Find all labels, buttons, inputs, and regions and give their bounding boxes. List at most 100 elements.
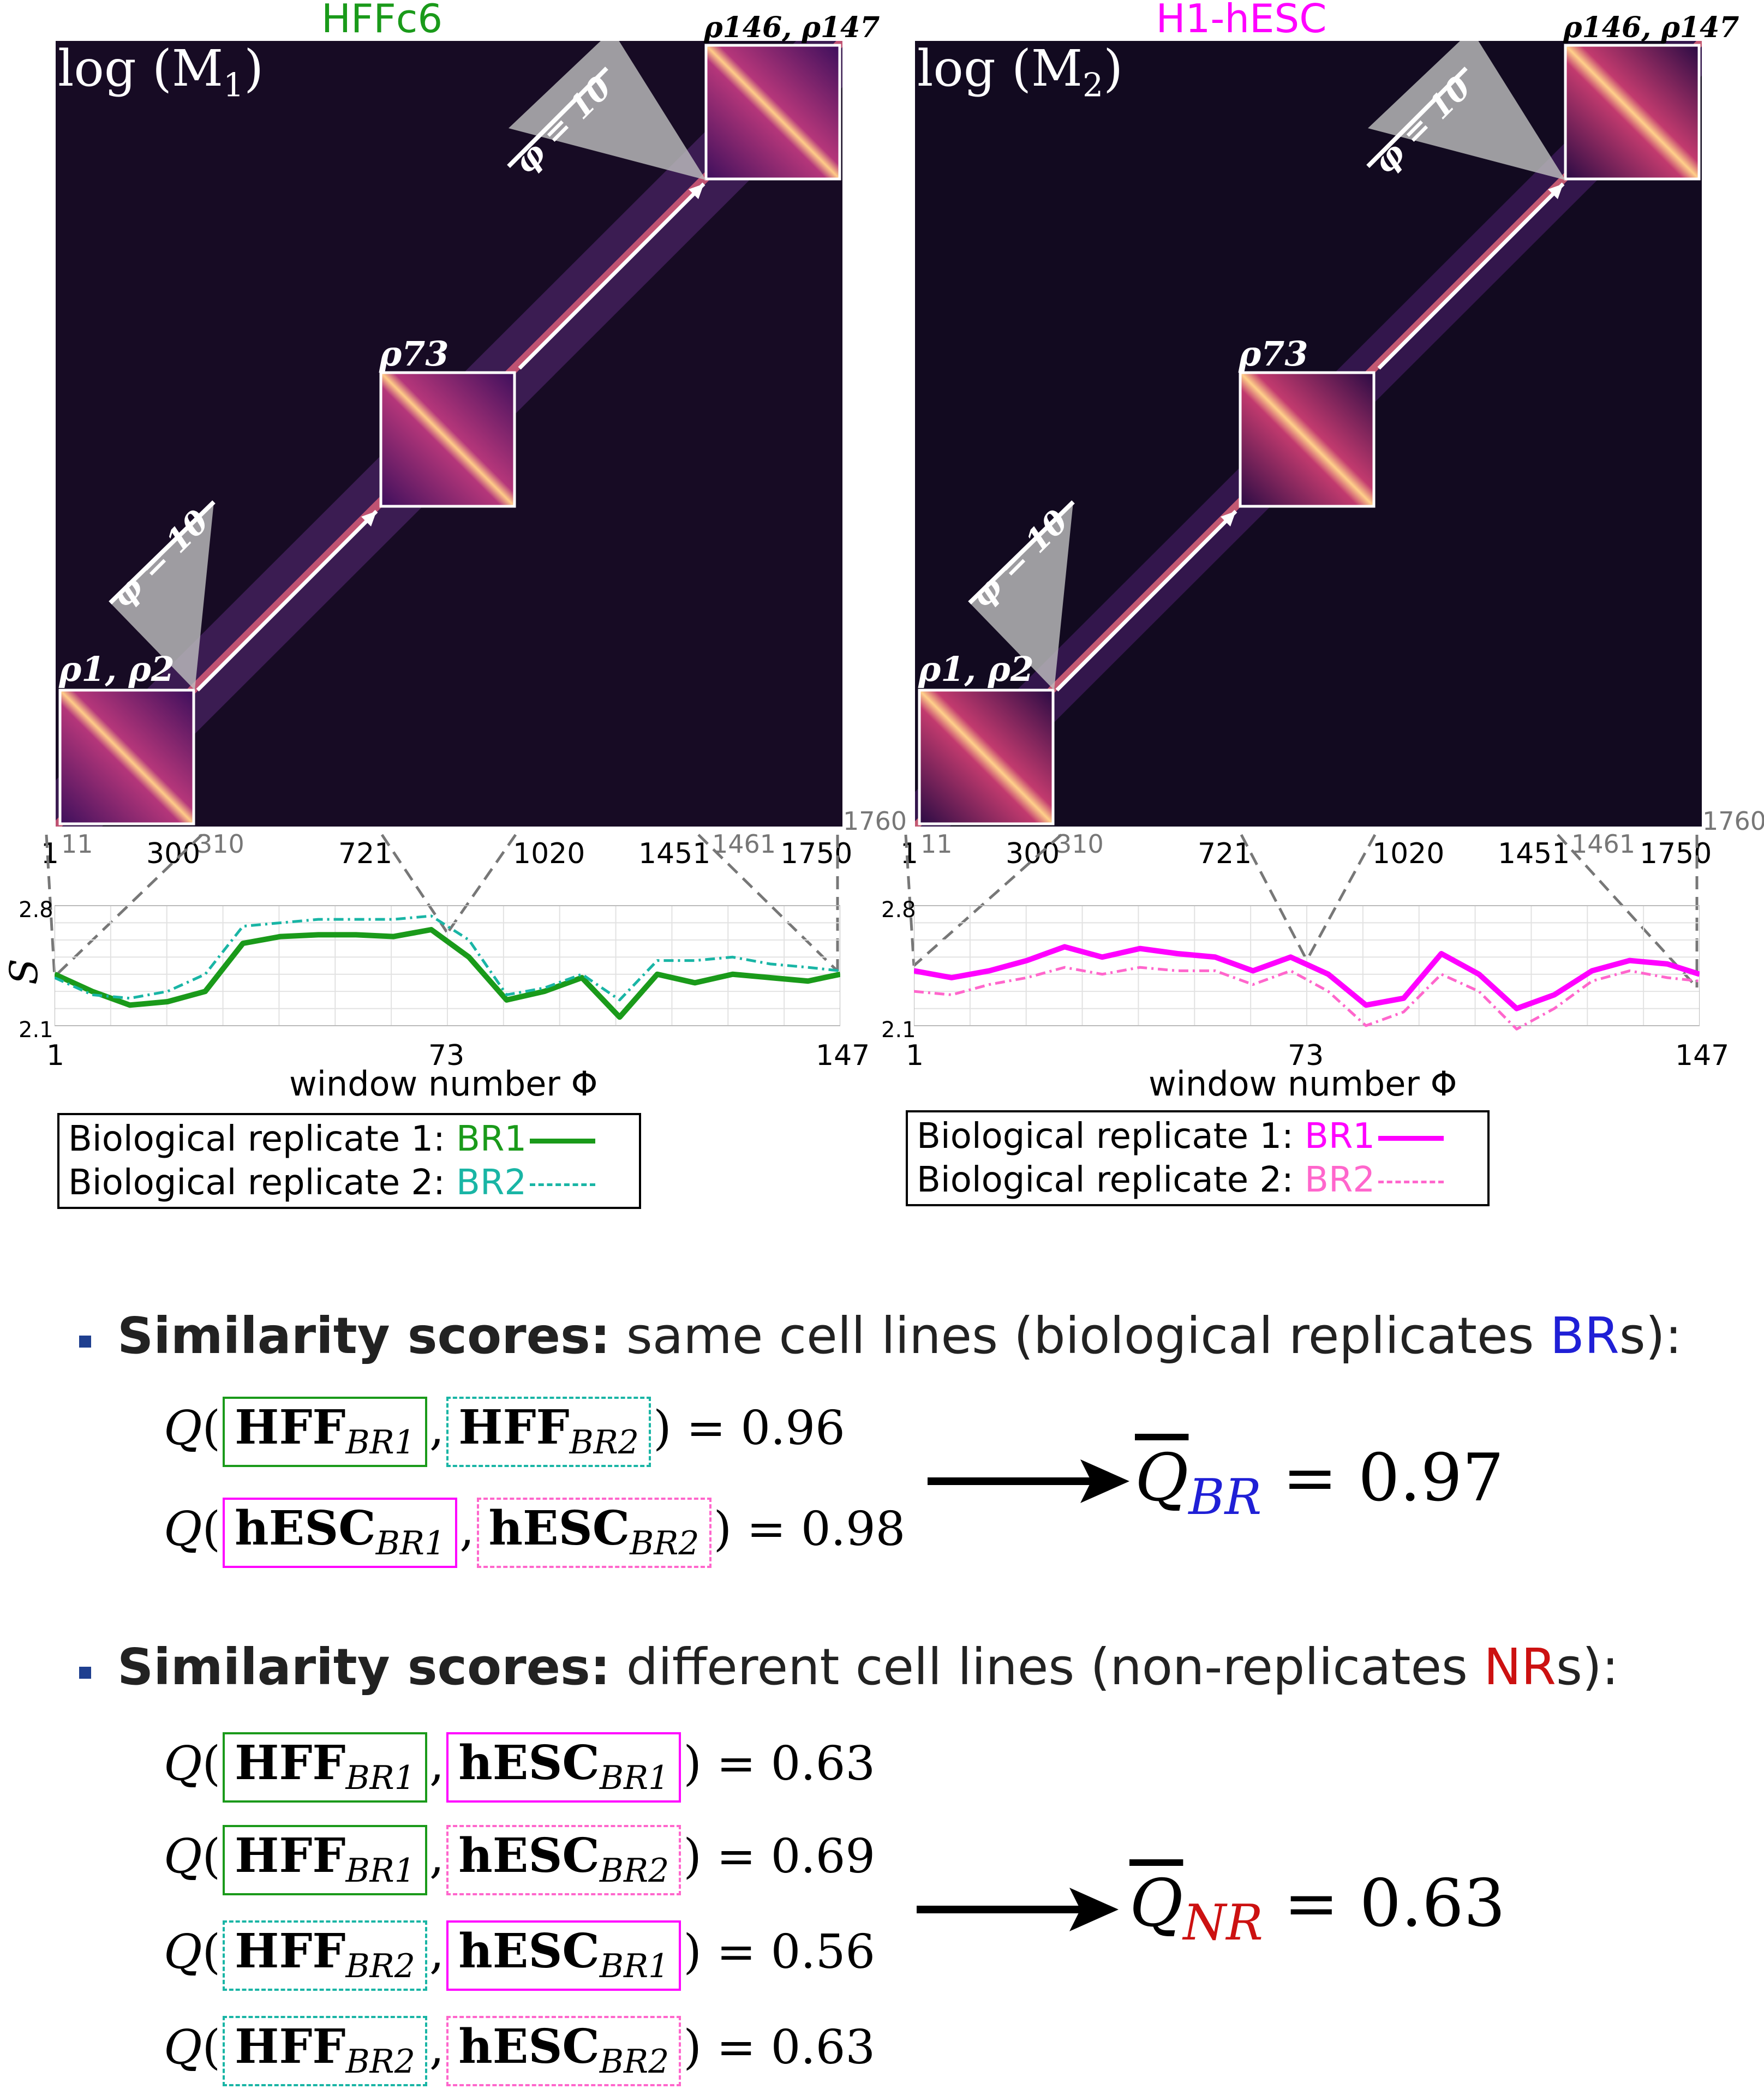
equation-row: Q(HFFBR1, hESCBR1) = 0.63	[164, 1732, 875, 1803]
section-heading-nr: Similarity scores: different cell lines …	[117, 1638, 1619, 1696]
shift-arrow	[507, 67, 608, 168]
zoom-guides	[904, 834, 1699, 987]
panel-h1-hesc: H1-hESC log (M2) ρ146, ρ147 ρ73 ρ1, ρ	[859, 0, 1764, 1228]
window-label-first: ρ1, ρ2	[918, 649, 1034, 689]
y-tick: 2.1	[881, 1017, 916, 1043]
bullet	[79, 1336, 91, 1348]
term-box: hESCBR1	[446, 1732, 681, 1803]
mean-sub: NR	[1183, 1894, 1263, 1952]
bin-tick: 1461	[1571, 829, 1636, 859]
bin-tick: 11	[61, 829, 93, 859]
legend-tag: BR1	[456, 1119, 527, 1159]
contact-matrix-hffc6	[56, 41, 842, 827]
series-line-br1	[55, 927, 840, 1020]
window-arrow	[518, 182, 705, 370]
legend-entry: Biological replicate 2: BR2	[68, 1161, 630, 1205]
arrow-icon	[928, 1459, 1129, 1503]
bin-tick: 1760	[1702, 806, 1764, 836]
contact-matrix-h1-hesc	[915, 41, 1702, 827]
arrow-head	[361, 511, 376, 526]
series-line-br2	[55, 914, 840, 1002]
heading-tail: s):	[1556, 1638, 1619, 1696]
legend-text: Biological replicate 2:	[68, 1163, 457, 1203]
legend-tag: BR2	[456, 1163, 527, 1203]
bullet	[79, 1667, 91, 1679]
window-label-mid: ρ73	[1239, 334, 1308, 374]
legend-text: Biological replicate 1:	[68, 1119, 457, 1159]
legend-entry: Biological replicate 1: BR1	[68, 1117, 630, 1161]
matrix-label-text: log (M	[917, 39, 1083, 98]
heading-tag: BR	[1550, 1307, 1619, 1365]
legend-text: Biological replicate 2:	[917, 1160, 1305, 1200]
matrix-label-sub: 1	[223, 66, 244, 105]
block-rho146	[1564, 44, 1701, 181]
term-box: hESCBR2	[476, 1498, 711, 1569]
y-tick: 2.8	[19, 897, 53, 923]
bin-tick: 1451	[638, 837, 711, 870]
mean-value: 0.63	[1359, 1866, 1505, 1942]
score-value: 0.69	[770, 1829, 876, 1884]
zoom-guides	[45, 834, 839, 978]
term-box: hESCBR2	[446, 1825, 681, 1896]
x-tick: 1	[46, 1039, 65, 1072]
x-axis-label: window number Φ	[1149, 1064, 1457, 1104]
shift-arrow	[109, 500, 216, 604]
bin-tick: 11	[920, 829, 953, 859]
equation-row: Q(HFFBR2, hESCBR2) = 0.63	[164, 2016, 875, 2087]
score-value: 0.63	[770, 1737, 876, 1792]
legend-swatch	[1378, 1135, 1444, 1141]
y-axis-label: S	[1, 959, 46, 985]
legend-entry: Biological replicate 1: BR1	[917, 1115, 1479, 1158]
window-label-last: ρ146, ρ147	[704, 11, 880, 44]
heading-text: same cell lines (biological replicates	[610, 1307, 1550, 1365]
score-value: 0.98	[800, 1502, 906, 1557]
heading-tail: s):	[1619, 1307, 1682, 1365]
shift-arrow	[1366, 67, 1468, 168]
bin-tick: 1	[900, 837, 919, 870]
shift-triangle	[970, 502, 1073, 690]
section-heading-br: Similarity scores: same cell lines (biol…	[117, 1307, 1682, 1365]
equation-row: Q(hESCBR1, hESCBR2) = 0.98	[164, 1498, 906, 1569]
score-value: 0.96	[740, 1401, 845, 1456]
arrow-head	[689, 184, 704, 199]
panel-title: H1-hESC	[1156, 0, 1327, 41]
mean-score-nr: QNR = 0.63	[1129, 1866, 1505, 1952]
bin-tick: 300	[1006, 837, 1060, 870]
legend-text: Biological replicate 1:	[917, 1116, 1305, 1157]
bin-tick: 1020	[1372, 837, 1445, 870]
series-line-br1	[914, 944, 1700, 1011]
window-label-mid: ρ73	[379, 334, 449, 374]
heading-tag: NR	[1484, 1638, 1556, 1696]
window-arrow	[1055, 510, 1237, 692]
x-axis-label: window number Φ	[289, 1064, 598, 1104]
bin-tick: 310	[1056, 829, 1104, 859]
equation-row: Q(HFFBR1, HFFBR2) = 0.96	[164, 1397, 845, 1468]
term-box: hESCBR1	[223, 1498, 458, 1569]
legend-swatch	[530, 1183, 596, 1186]
plot-frame	[914, 905, 1700, 1026]
term-box: hESCBR1	[446, 1920, 681, 1991]
plot-frame	[55, 905, 840, 1026]
x-tick: 147	[1675, 1039, 1730, 1072]
arrow-head	[1221, 511, 1236, 526]
legend-swatch	[1378, 1180, 1444, 1183]
mean-sub: BR	[1188, 1469, 1262, 1526]
similarity-chart	[914, 905, 1700, 1031]
matrix-label: log (M2)	[917, 39, 1123, 105]
shift-triangle	[509, 41, 706, 180]
arrow-icon	[917, 1888, 1119, 1931]
legend-tag: BR1	[1305, 1116, 1376, 1157]
block-rho73	[1239, 371, 1376, 508]
bin-tick: 1020	[513, 837, 585, 870]
block-rho1	[58, 689, 195, 825]
equation-row: Q(HFFBR2, hESCBR1) = 0.56	[164, 1920, 875, 1991]
panel-hffc6: HFFc6	[0, 0, 907, 1228]
bin-tick: 721	[1198, 837, 1252, 870]
term-box: HFFBR2	[446, 1397, 651, 1468]
equation-row: Q(HFFBR1, hESCBR2) = 0.69	[164, 1825, 876, 1896]
legend-swatch	[530, 1138, 596, 1144]
panel-title: HFFc6	[321, 0, 443, 41]
y-tick: 2.1	[19, 1017, 53, 1043]
term-box: hESCBR2	[446, 2016, 681, 2087]
heading-bold: Similarity scores:	[117, 1307, 611, 1365]
